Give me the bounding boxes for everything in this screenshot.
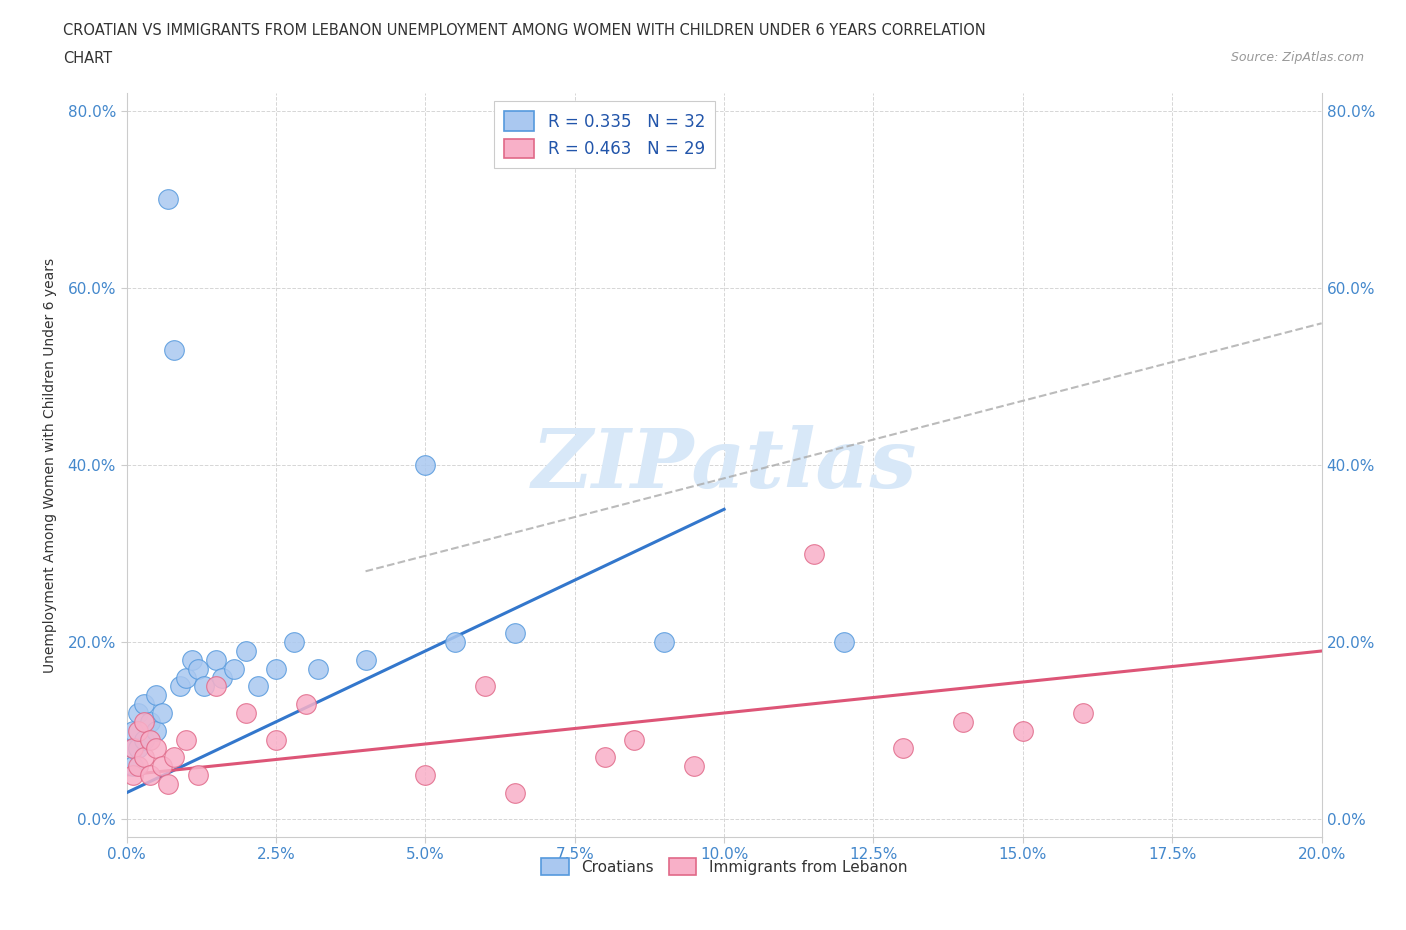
Point <box>235 706 257 721</box>
Point <box>187 767 209 782</box>
Point <box>139 732 162 747</box>
Point <box>803 546 825 561</box>
Point <box>121 759 143 774</box>
Point <box>683 759 706 774</box>
Point <box>205 653 228 668</box>
Point <box>121 741 143 756</box>
Point <box>121 724 143 738</box>
Point <box>181 653 204 668</box>
Point <box>193 679 215 694</box>
Point <box>503 626 526 641</box>
Point <box>415 767 437 782</box>
Point <box>205 679 228 694</box>
Point <box>174 732 197 747</box>
Point <box>307 661 329 676</box>
Point <box>163 750 186 764</box>
Text: ZIPatlas: ZIPatlas <box>531 425 917 505</box>
Point <box>127 741 149 756</box>
Point <box>264 732 287 747</box>
Point <box>593 750 616 764</box>
Text: CHART: CHART <box>63 51 112 66</box>
Point <box>264 661 287 676</box>
Y-axis label: Unemployment Among Women with Children Under 6 years: Unemployment Among Women with Children U… <box>42 258 56 672</box>
Point <box>127 724 149 738</box>
Point <box>127 759 149 774</box>
Point <box>247 679 270 694</box>
Point <box>474 679 496 694</box>
Point <box>1071 706 1094 721</box>
Point <box>893 741 915 756</box>
Point <box>832 634 855 649</box>
Point <box>235 644 257 658</box>
Point <box>134 714 156 729</box>
Point <box>134 697 156 711</box>
Legend: Croatians, Immigrants from Lebanon: Croatians, Immigrants from Lebanon <box>536 852 912 882</box>
Point <box>294 697 316 711</box>
Point <box>145 741 167 756</box>
Point <box>139 767 162 782</box>
Point <box>152 759 174 774</box>
Point <box>503 785 526 800</box>
Point <box>121 767 143 782</box>
Point <box>145 688 167 703</box>
Point <box>169 679 191 694</box>
Text: Source: ZipAtlas.com: Source: ZipAtlas.com <box>1230 51 1364 64</box>
Point <box>121 741 143 756</box>
Point <box>157 192 180 206</box>
Text: CROATIAN VS IMMIGRANTS FROM LEBANON UNEMPLOYMENT AMONG WOMEN WITH CHILDREN UNDER: CROATIAN VS IMMIGRANTS FROM LEBANON UNEM… <box>63 23 986 38</box>
Point <box>652 634 675 649</box>
Point <box>139 714 162 729</box>
Point <box>134 750 156 764</box>
Point <box>187 661 209 676</box>
Point <box>152 706 174 721</box>
Point <box>415 458 437 472</box>
Point <box>283 634 305 649</box>
Point <box>163 342 186 357</box>
Point <box>145 724 167 738</box>
Point <box>127 706 149 721</box>
Point <box>174 671 197 685</box>
Point <box>354 653 377 668</box>
Point <box>1011 724 1033 738</box>
Point <box>157 777 180 791</box>
Point <box>623 732 645 747</box>
Point <box>222 661 246 676</box>
Point <box>134 732 156 747</box>
Point <box>211 671 233 685</box>
Point <box>952 714 974 729</box>
Point <box>444 634 467 649</box>
